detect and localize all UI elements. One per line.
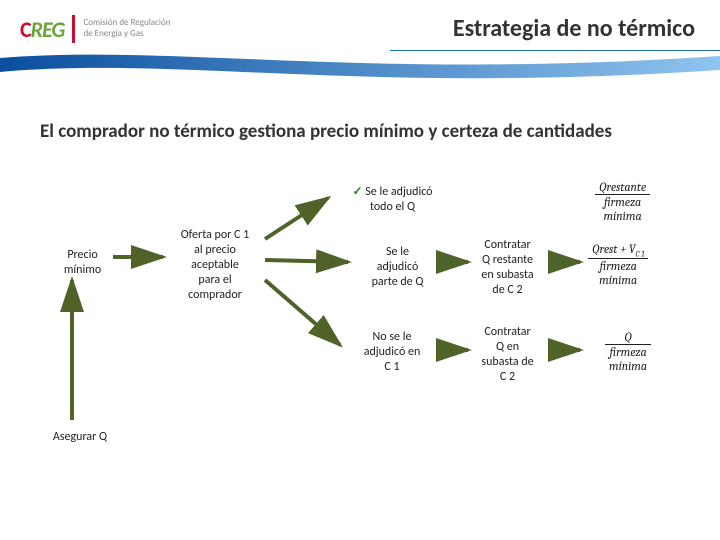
node-oferta-c1: Oferta por C 1al precioaceptablepara elc…: [170, 228, 260, 303]
formula-1-bot: firmezamínima: [595, 195, 650, 223]
header: CREG Comisión de Regulación de Energía y…: [0, 0, 720, 90]
node-adjudicado-todo: ✓ Se le adjudicótodo el Q: [345, 185, 440, 215]
logo-text-c: C: [20, 16, 31, 43]
formula-1: Qrestante firmezamínima: [595, 180, 650, 223]
header-wave: [0, 50, 720, 90]
arrow-1: [265, 198, 328, 239]
formula-3: Q firmezamínima: [605, 330, 651, 373]
node-contratar-restante: ContratarQ restanteen subastade C 2: [470, 238, 545, 298]
logo-subtitle: Comisión de Regulación de Energía y Gas: [83, 18, 170, 40]
node-precio-minimo: Preciomínimo: [55, 248, 110, 278]
subtitle: El comprador no térmico gestiona precio …: [40, 120, 612, 143]
logo-divider: [72, 15, 75, 43]
formula-2-bot: firmezamínima: [588, 259, 648, 287]
check-icon: ✓: [353, 185, 363, 199]
node-contratar-q: ContratarQ ensubasta deC 2: [470, 325, 545, 385]
node-asegurar-q: Asegurar Q: [40, 430, 120, 445]
logo: CREG Comisión de Regulación de Energía y…: [20, 15, 170, 43]
formula-3-bot: firmezamínima: [605, 345, 651, 373]
logo-text-reg: REG: [31, 16, 65, 43]
arrow-3: [265, 280, 340, 345]
node-adjudicado-parte: Se leadjudicóparte de Q: [360, 245, 435, 290]
page-title: Estrategia de no térmico: [453, 14, 695, 43]
formula-2: Qrest + VC 1 firmezamínima: [588, 242, 648, 287]
node-no-adjudicado: No se leadjudicó enC 1: [352, 330, 432, 375]
arrow-2: [265, 260, 348, 262]
